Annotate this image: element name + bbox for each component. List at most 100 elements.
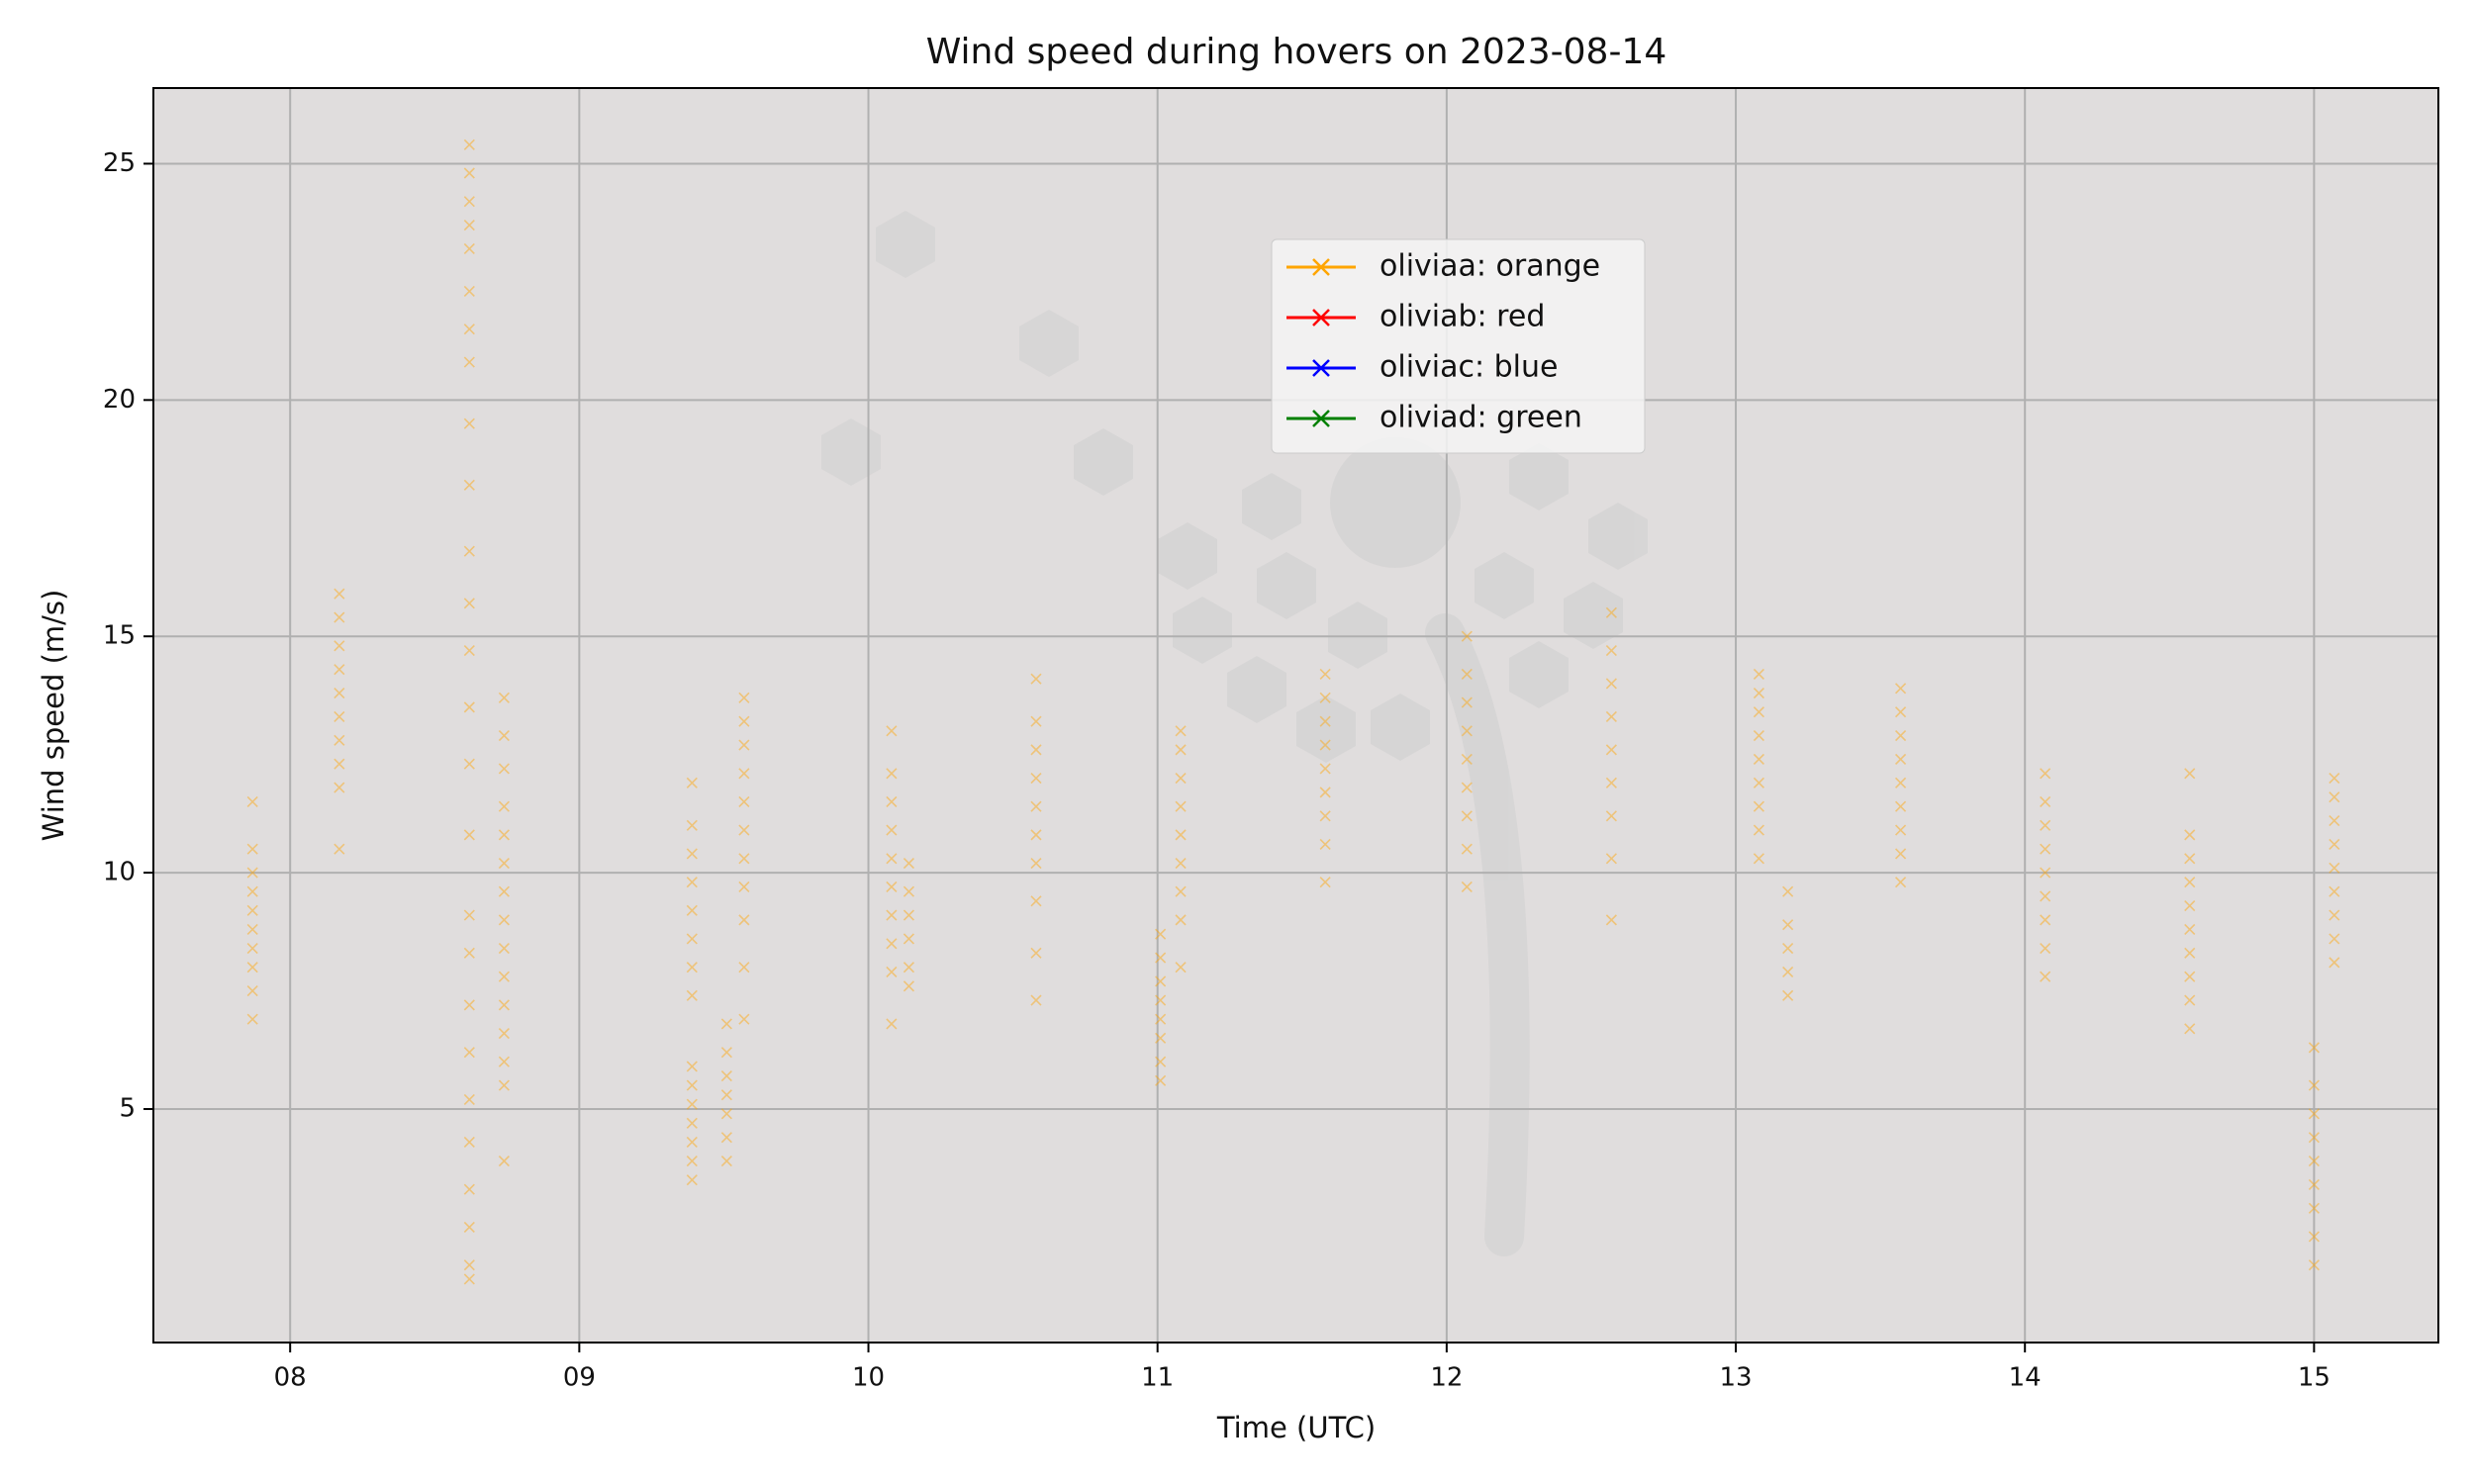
point	[1155, 1013, 1167, 1025]
point	[2308, 1202, 2320, 1214]
point	[1030, 994, 1042, 1006]
point	[686, 819, 698, 831]
point	[1155, 952, 1167, 964]
point	[2184, 971, 2196, 982]
point	[1753, 706, 1764, 718]
point	[2040, 942, 2051, 955]
point	[1782, 989, 1794, 1001]
point	[903, 962, 914, 974]
point	[1461, 782, 1473, 793]
point	[886, 795, 898, 807]
legend-marker	[1312, 309, 1330, 326]
point	[2308, 1132, 2320, 1144]
point	[333, 782, 345, 793]
point	[2329, 909, 2340, 921]
point	[738, 914, 750, 926]
point	[463, 242, 475, 255]
point	[1605, 810, 1617, 822]
legend: oliviaa: orange oliviab: red oliviac: blue…	[1271, 238, 1646, 454]
point	[333, 687, 345, 699]
point	[1175, 914, 1187, 926]
point	[1895, 848, 1907, 860]
y-tick-label: 10	[103, 858, 136, 887]
point	[2184, 853, 2196, 865]
x-tick-label: 12	[1430, 1363, 1463, 1393]
point	[2308, 1108, 2320, 1120]
point	[333, 640, 345, 652]
point	[498, 729, 510, 742]
point	[498, 914, 510, 926]
point	[463, 598, 475, 609]
point	[463, 1259, 475, 1271]
point	[720, 1069, 732, 1082]
point	[2040, 795, 2051, 807]
point	[2308, 1259, 2320, 1271]
point	[1895, 753, 1907, 765]
point	[1782, 966, 1794, 977]
point	[886, 938, 898, 950]
point	[463, 829, 475, 841]
point	[1461, 753, 1473, 765]
point	[333, 843, 345, 855]
point	[886, 725, 898, 737]
point	[333, 611, 345, 623]
point	[2184, 877, 2196, 888]
point	[498, 800, 510, 812]
point	[463, 947, 475, 959]
point	[246, 867, 258, 879]
point	[1319, 763, 1331, 775]
point	[246, 984, 258, 997]
point	[1605, 777, 1617, 788]
y-axis-label: Wind speed (m/s)	[37, 590, 70, 842]
point	[1753, 668, 1764, 680]
point	[686, 1136, 698, 1148]
point	[1319, 668, 1331, 680]
point	[1605, 710, 1617, 722]
legend-marker	[1312, 258, 1330, 276]
point	[498, 1155, 510, 1167]
x-tick-label: 14	[2009, 1363, 2042, 1393]
point	[463, 196, 475, 208]
point	[1461, 810, 1473, 822]
point	[2308, 1042, 2320, 1054]
point	[246, 843, 258, 855]
point	[2308, 1231, 2320, 1243]
legend-box	[1271, 238, 1646, 454]
point	[738, 739, 750, 751]
point	[498, 999, 510, 1011]
point	[686, 848, 698, 860]
point	[1461, 630, 1473, 642]
point	[463, 701, 475, 713]
legend-marker	[1312, 359, 1330, 377]
point	[498, 885, 510, 897]
point	[738, 1013, 750, 1025]
point	[2040, 914, 2051, 926]
point	[1175, 772, 1187, 785]
y-tick-label: 5	[119, 1093, 136, 1123]
point	[1461, 696, 1473, 708]
point	[720, 1047, 732, 1059]
point	[498, 763, 510, 775]
point	[1605, 744, 1617, 756]
point	[738, 962, 750, 974]
point	[1895, 877, 1907, 888]
point	[720, 1018, 732, 1030]
point	[463, 285, 475, 298]
point	[2329, 814, 2340, 827]
point	[738, 795, 750, 807]
point	[498, 1056, 510, 1067]
point	[720, 1132, 732, 1144]
point	[498, 971, 510, 982]
point	[886, 853, 898, 865]
point	[2329, 772, 2340, 785]
point	[720, 1108, 732, 1120]
point	[738, 768, 750, 780]
point	[2329, 933, 2340, 945]
x-tick-label: 15	[2298, 1363, 2331, 1393]
point	[1319, 838, 1331, 850]
point	[498, 942, 510, 955]
point	[463, 758, 475, 770]
point	[2308, 1155, 2320, 1167]
point	[1461, 725, 1473, 737]
point	[2184, 947, 2196, 959]
